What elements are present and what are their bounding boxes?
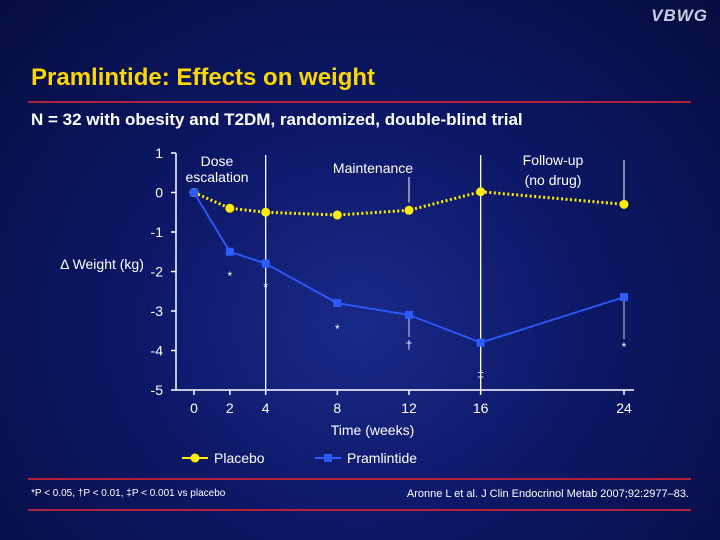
phase-label: Follow-up bbox=[523, 152, 584, 168]
pramlintide-legend-marker bbox=[315, 454, 341, 462]
significance-mark: * bbox=[263, 281, 268, 295]
placebo-point bbox=[261, 207, 271, 217]
y-axis-label: Δ Weight (kg) bbox=[60, 256, 144, 272]
footer-divider-top bbox=[28, 478, 691, 480]
title-divider bbox=[28, 101, 691, 103]
placebo-point bbox=[619, 199, 629, 209]
x-tick-label: 12 bbox=[401, 400, 417, 416]
placebo-legend-marker bbox=[182, 453, 208, 463]
y-tick-label: -1 bbox=[151, 224, 164, 240]
x-tick-label: 16 bbox=[473, 400, 489, 416]
y-tick-label: -5 bbox=[151, 382, 164, 398]
legend-label-pramlintide: Pramlintide bbox=[347, 450, 418, 466]
x-axis-label: Time (weeks) bbox=[330, 422, 415, 438]
significance-mark: ‡ bbox=[477, 368, 484, 382]
significance-mark: * bbox=[227, 269, 232, 283]
x-tick-label: 2 bbox=[226, 400, 234, 416]
x-tick-label: 0 bbox=[190, 400, 198, 416]
pramlintide-point bbox=[225, 247, 234, 256]
y-tick-label: -4 bbox=[151, 343, 164, 359]
legend-item-pramlintide: Pramlintide bbox=[313, 450, 417, 466]
significance-mark: † bbox=[406, 338, 413, 352]
placebo-point bbox=[225, 203, 235, 213]
placebo-point bbox=[404, 205, 414, 215]
vbwg-logo: VBWG bbox=[651, 6, 708, 25]
y-tick-label: -3 bbox=[151, 303, 164, 319]
x-tick-label: 8 bbox=[333, 400, 341, 416]
significance-mark: * bbox=[622, 340, 627, 354]
pramlintide-point bbox=[476, 338, 485, 347]
significance-footnote: *P < 0.05, †P < 0.01, ‡P < 0.001 vs plac… bbox=[31, 488, 226, 499]
pramlintide-point bbox=[620, 293, 628, 302]
legend-label-placebo: Placebo bbox=[214, 450, 265, 466]
pramlintide-point bbox=[405, 310, 413, 319]
slide-subtitle: N = 32 with obesity and T2DM, randomized… bbox=[31, 110, 523, 129]
y-tick-label: -2 bbox=[151, 264, 164, 280]
legend-item-placebo: Placebo bbox=[180, 450, 265, 466]
phase-label: Dose bbox=[201, 153, 234, 169]
pramlintide-point bbox=[333, 299, 342, 308]
placebo-point bbox=[476, 187, 486, 197]
phase-label: (no drug) bbox=[525, 172, 582, 188]
x-tick-label: 24 bbox=[616, 400, 632, 416]
citation: Aronne L et al. J Clin Endocrinol Metab … bbox=[406, 488, 689, 500]
placebo-point bbox=[332, 210, 342, 220]
slide-title: Pramlintide: Effects on weight bbox=[31, 64, 376, 91]
significance-mark: * bbox=[335, 322, 340, 336]
y-tick-label: 0 bbox=[155, 185, 163, 201]
pramlintide-point bbox=[261, 259, 270, 268]
phase-label: Maintenance bbox=[333, 160, 413, 176]
pramlintide-point bbox=[190, 188, 198, 197]
phase-label: escalation bbox=[185, 169, 248, 185]
x-tick-label: 4 bbox=[262, 400, 270, 416]
y-tick-label: 1 bbox=[155, 145, 163, 161]
footer-divider-bottom bbox=[28, 509, 691, 511]
